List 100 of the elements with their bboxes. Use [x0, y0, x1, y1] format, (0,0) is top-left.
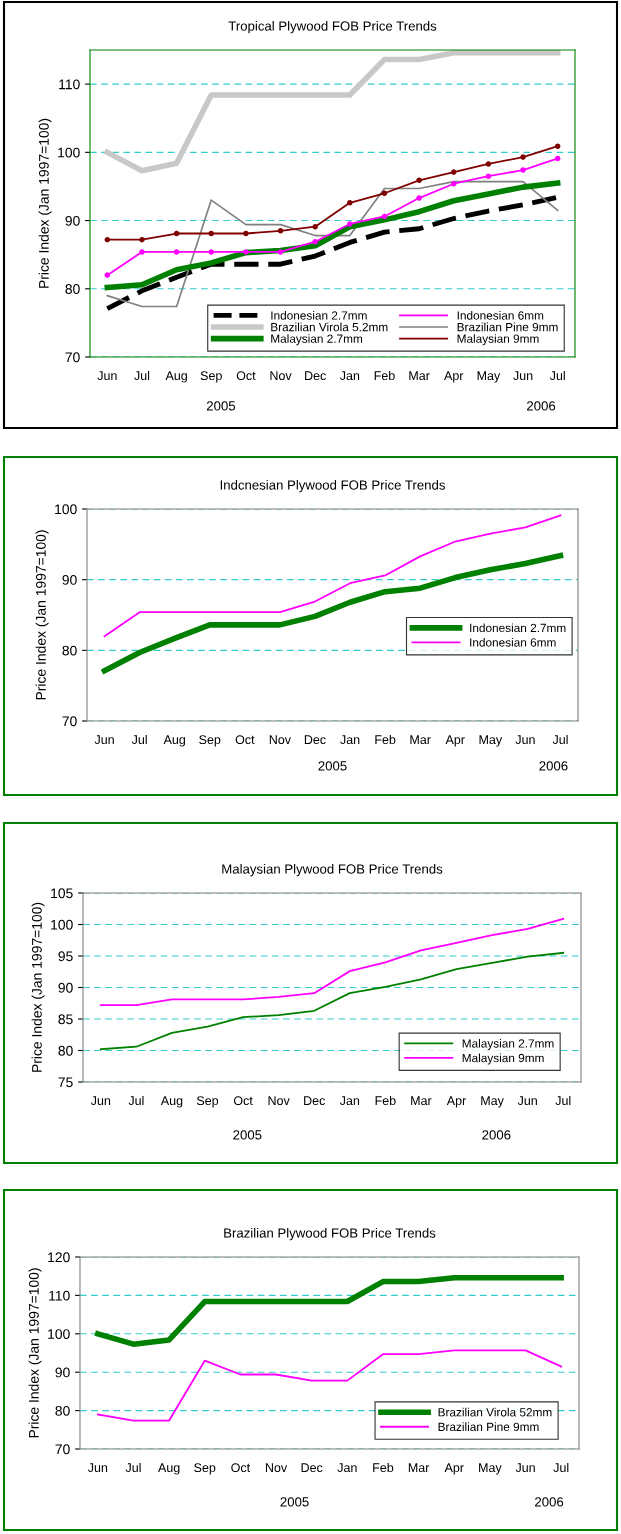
legend-label: Indonesian 2.7mm: [470, 623, 566, 633]
x-tick-label: Feb: [375, 734, 396, 745]
x-tick-label: Jun: [90, 1096, 111, 1106]
y-tick-label: 70: [62, 716, 77, 727]
chart-title: Brazilian Plywood FOB Price Trends: [224, 1227, 436, 1241]
y-tick-label: 85: [58, 1014, 73, 1025]
x-tick-label: Jun: [513, 371, 533, 381]
point: [347, 221, 353, 227]
x-tick-label: Jul: [555, 1095, 571, 1106]
line-series: [96, 1349, 563, 1422]
x-tick-label: Aug: [158, 1463, 180, 1475]
point: [347, 200, 353, 206]
x-tick-label: Dec: [301, 1463, 323, 1473]
x-tick-label: Nov: [265, 1463, 288, 1473]
chart-title: Malaysian Plywood FOB Price Trends: [222, 863, 443, 877]
point: [312, 238, 318, 245]
legend-label: Brazilian Pine 9mm: [438, 1422, 539, 1432]
x-tick-label: Jul: [553, 1462, 569, 1473]
point: [520, 167, 526, 173]
point: [416, 195, 422, 201]
x-tick-label: May: [479, 1463, 502, 1475]
x-tick-label: Apr: [444, 1463, 464, 1475]
point: [173, 249, 180, 255]
x-tick-label: Feb: [373, 1462, 394, 1473]
x-tick-label: Jul: [125, 1462, 141, 1473]
chart-title: Tropical Plywood FOB Price Trends: [228, 20, 437, 34]
y-axis-title: Price Index (Jan 1997=100): [38, 118, 52, 288]
x-tick-label: Nov: [269, 735, 291, 745]
x-tick-label: Dec: [305, 371, 326, 381]
x-tick-label: Dec: [304, 1096, 325, 1106]
y-axis-title: Price Index (Jan 1997=100): [31, 902, 45, 1072]
legend-label: Brazilian Virola 52mm: [438, 1407, 552, 1417]
legend-label: Malaysian 9mm: [462, 1053, 544, 1065]
x-tick-label: Feb: [375, 1095, 396, 1106]
x-tick-label: Oct: [236, 371, 256, 381]
point: [450, 169, 457, 175]
x-tick-label: Apr: [445, 735, 465, 747]
text: 2006: [527, 401, 556, 411]
legend-label: Indonesian 6mm: [470, 637, 556, 647]
x-tick-label: Feb: [374, 370, 395, 381]
point: [139, 236, 145, 243]
text: 2006: [482, 1130, 511, 1140]
point: [104, 236, 111, 243]
point: [381, 190, 388, 197]
x-tick-label: Mar: [408, 1463, 430, 1473]
x-tick-label: Sep: [200, 371, 222, 383]
point: [139, 249, 145, 255]
y-tick-label: 100: [51, 919, 73, 930]
point: [243, 230, 249, 237]
point: [277, 228, 284, 234]
point: [381, 213, 388, 220]
x-tick-label: Jul: [552, 734, 568, 745]
text: 2006: [535, 1497, 564, 1507]
y-tick-label: 70: [55, 1444, 70, 1455]
point: [554, 155, 561, 162]
point: [450, 180, 457, 187]
point: [277, 249, 284, 255]
text: 2005: [233, 1130, 262, 1140]
x-tick-label: Oct: [233, 1096, 253, 1106]
line-series: [99, 951, 565, 1051]
legend-label: Brazilian Virola 5.2mm: [271, 322, 388, 332]
y-tick-label: 80: [58, 1045, 73, 1056]
x-tick-label: Jan: [340, 735, 360, 745]
x-tick-label: Jun: [515, 1463, 535, 1473]
legend-label: Malaysian 2.7mm: [271, 334, 363, 346]
text: 2005: [280, 1497, 309, 1507]
x-tick-label: Jul: [134, 370, 150, 381]
y-tick-label: 80: [62, 645, 77, 656]
point: [173, 230, 180, 237]
point: [104, 272, 111, 278]
x-tick-label: Nov: [268, 1096, 290, 1106]
y-axis-title: Price Index (Jan 1997=100): [28, 1268, 42, 1438]
x-tick-label: Jan: [339, 1096, 360, 1106]
y-tick-label: 105: [51, 888, 73, 899]
chart-title: Indcnesian Plywood FOB Price Trends: [220, 479, 445, 493]
x-tick-label: Jun: [515, 735, 535, 745]
x-tick-label: Jul: [128, 1095, 144, 1106]
x-tick-label: Aug: [160, 1096, 183, 1108]
legend-label: Indonesian 6mm: [457, 311, 544, 320]
x-tick-label: Sep: [196, 1096, 219, 1108]
y-tick-label: 80: [65, 284, 80, 294]
legend-label: Malaysian 2.7mm: [462, 1038, 554, 1050]
point: [520, 154, 526, 160]
x-tick-label: Mar: [411, 1096, 432, 1106]
y-tick-label: 90: [58, 982, 73, 993]
x-tick-label: Jun: [97, 371, 117, 381]
x-tick-label: Jun: [87, 1463, 108, 1473]
y-tick-label: 70: [65, 352, 80, 363]
x-tick-label: Jan: [337, 1463, 357, 1473]
y-tick-label: 95: [58, 951, 73, 962]
x-tick-label: Jun: [517, 1096, 537, 1106]
y-tick-label: 120: [48, 1252, 70, 1263]
y-tick-label: 110: [49, 1290, 70, 1301]
x-tick-label: Jan: [339, 371, 360, 381]
y-tick-label: 90: [55, 1367, 70, 1378]
y-tick-label: 100: [48, 1329, 70, 1339]
x-tick-label: Sep: [199, 735, 221, 747]
x-tick-label: Oct: [231, 1463, 251, 1473]
x-tick-label: Mar: [409, 371, 430, 381]
point: [485, 161, 492, 167]
